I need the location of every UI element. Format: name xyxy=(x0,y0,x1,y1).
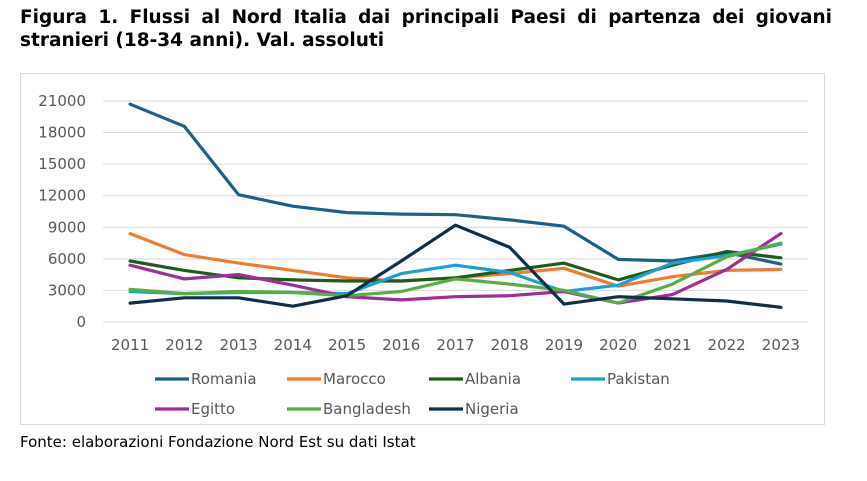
x-tick-label: 2021 xyxy=(653,336,691,354)
legend-label-egitto: Egitto xyxy=(191,400,235,418)
series-line-romania xyxy=(130,104,781,264)
series-line-pakistan xyxy=(130,244,781,294)
y-tick-label: 18000 xyxy=(38,124,86,142)
y-tick-label: 15000 xyxy=(38,155,86,173)
y-tick-label: 9000 xyxy=(48,218,86,236)
x-tick-label: 2011 xyxy=(111,336,149,354)
x-tick-label: 2017 xyxy=(436,336,474,354)
x-tick-label: 2018 xyxy=(491,336,529,354)
source-note: Fonte: elaborazioni Fondazione Nord Est … xyxy=(20,433,416,451)
y-tick-label: 0 xyxy=(76,313,86,331)
series-lines xyxy=(130,104,781,307)
x-tick-label: 2012 xyxy=(165,336,203,354)
x-tick-label: 2015 xyxy=(328,336,366,354)
legend: Romania Marocco Albania Pakistan Egitto Bangl… xyxy=(155,370,670,418)
x-tick-label: 2019 xyxy=(545,336,583,354)
line-chart: 030006000900012000150001800021000 2011 20… xyxy=(0,0,867,481)
x-tick-label: 2022 xyxy=(708,336,746,354)
y-axis-ticks: 0 3000 6000 9000 12000 15000 18000 21000 xyxy=(38,92,86,331)
x-tick-label: 2014 xyxy=(274,336,312,354)
legend-label-marocco: Marocco xyxy=(323,370,386,388)
x-tick-label: 2020 xyxy=(599,336,637,354)
legend-label-nigeria: Nigeria xyxy=(465,400,519,418)
legend-label-bangladesh: Bangladesh xyxy=(323,400,411,418)
x-tick-label: 2023 xyxy=(762,336,800,354)
legend-label-romania: Romania xyxy=(191,370,257,388)
x-tick-label: 2016 xyxy=(382,336,420,354)
x-axis-ticks: 2011 2012 2013 2014 2015 2016 2017 2018 2019 2020… xyxy=(111,336,800,354)
y-tick-label: 12000 xyxy=(38,187,86,205)
x-tick-label: 2013 xyxy=(219,336,257,354)
gridlines xyxy=(103,101,808,322)
legend-label-pakistan: Pakistan xyxy=(607,370,670,388)
legend-label-albania: Albania xyxy=(465,370,521,388)
y-tick-label: 21000 xyxy=(38,92,86,110)
y-tick-label: 6000 xyxy=(48,250,86,268)
y-tick-label: 3000 xyxy=(48,281,86,299)
